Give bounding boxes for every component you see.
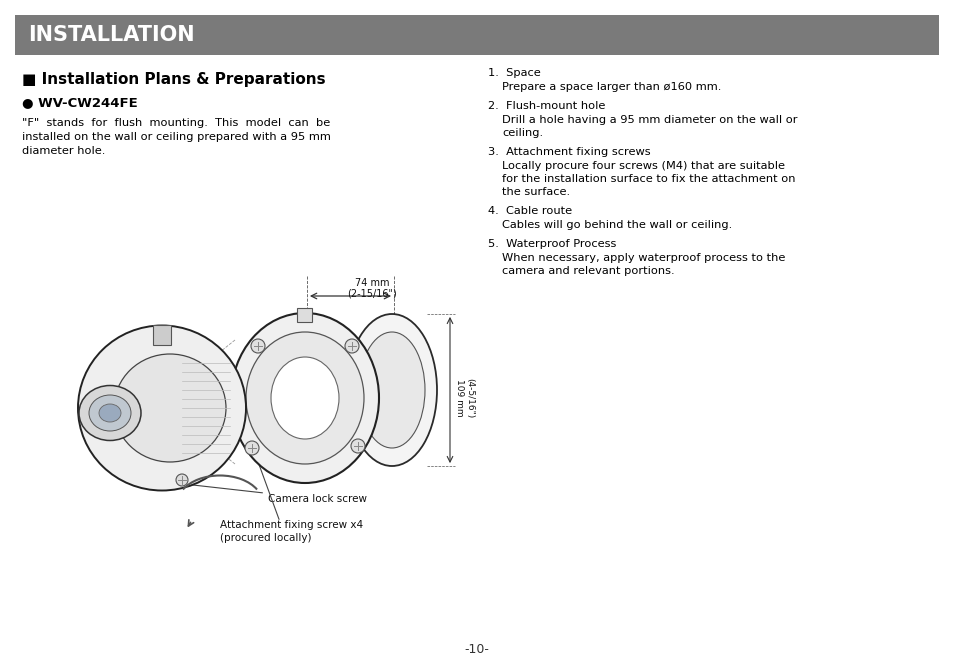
Circle shape [175, 474, 188, 486]
Ellipse shape [347, 314, 436, 466]
Text: Locally procure four screws (M4) that are suitable: Locally procure four screws (M4) that ar… [501, 161, 784, 171]
Ellipse shape [79, 386, 141, 440]
Circle shape [351, 439, 365, 453]
Text: INSTALLATION: INSTALLATION [28, 25, 194, 45]
Text: ■ Installation Plans & Preparations: ■ Installation Plans & Preparations [22, 72, 325, 87]
Ellipse shape [271, 357, 338, 439]
Text: (2-15/16"): (2-15/16") [347, 289, 397, 299]
Ellipse shape [113, 354, 226, 462]
Text: diameter hole.: diameter hole. [22, 146, 105, 156]
Text: Drill a hole having a 95 mm diameter on the wall or: Drill a hole having a 95 mm diameter on … [501, 115, 797, 125]
Text: camera and relevant portions.: camera and relevant portions. [501, 266, 674, 276]
Text: -10-: -10- [464, 643, 489, 656]
Text: 109 mm: 109 mm [455, 379, 464, 417]
Circle shape [245, 441, 258, 455]
Text: (4-5/16"): (4-5/16") [465, 378, 474, 418]
Text: When necessary, apply waterproof process to the: When necessary, apply waterproof process… [501, 253, 784, 263]
Ellipse shape [231, 313, 378, 483]
Text: Attachment fixing screw x4: Attachment fixing screw x4 [220, 520, 363, 530]
Text: installed on the wall or ceiling prepared with a 95 mm: installed on the wall or ceiling prepare… [22, 132, 331, 142]
Text: 3.  Attachment fixing screws: 3. Attachment fixing screws [488, 147, 650, 157]
Text: ø 95 mm: ø 95 mm [369, 376, 409, 385]
Circle shape [251, 339, 265, 353]
Text: 4.  Cable route: 4. Cable route [488, 206, 572, 216]
Ellipse shape [89, 395, 131, 431]
Ellipse shape [78, 325, 246, 491]
FancyBboxPatch shape [152, 325, 171, 345]
Text: (procured locally): (procured locally) [220, 533, 312, 543]
Bar [15, 15, 938, 55]
Text: "F"  stands  for  flush  mounting.  This  model  can  be: "F" stands for flush mounting. This mode… [22, 118, 330, 128]
Text: the surface.: the surface. [501, 187, 570, 197]
Text: ceiling.: ceiling. [501, 128, 542, 138]
Circle shape [345, 339, 358, 353]
Text: 5.  Waterproof Process: 5. Waterproof Process [488, 239, 616, 249]
Text: Cables will go behind the wall or ceiling.: Cables will go behind the wall or ceilin… [501, 220, 732, 230]
Text: (ø 3-3/4"): (ø 3-3/4") [367, 385, 410, 394]
Text: for the installation surface to fix the attachment on: for the installation surface to fix the … [501, 174, 795, 184]
FancyBboxPatch shape [297, 307, 313, 321]
Ellipse shape [358, 332, 424, 448]
Text: 2.  Flush-mount hole: 2. Flush-mount hole [488, 101, 605, 111]
Text: Prepare a space larger than ø160 mm.: Prepare a space larger than ø160 mm. [501, 82, 720, 92]
Text: 74 mm: 74 mm [355, 278, 390, 288]
Text: Camera lock screw: Camera lock screw [187, 484, 367, 504]
Ellipse shape [246, 332, 364, 464]
Text: 1.  Space: 1. Space [488, 68, 540, 78]
Ellipse shape [99, 404, 121, 422]
Text: ● WV-CW244FE: ● WV-CW244FE [22, 96, 137, 109]
